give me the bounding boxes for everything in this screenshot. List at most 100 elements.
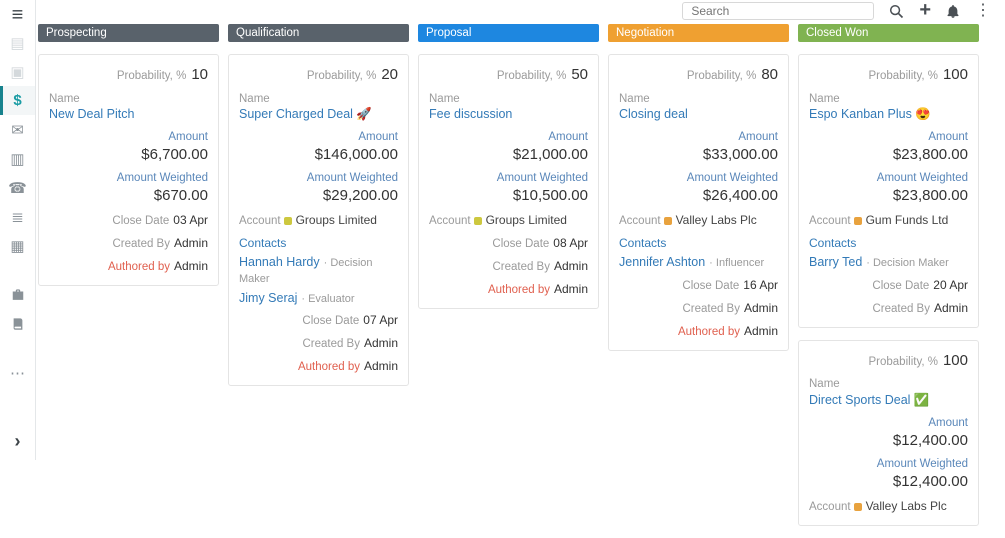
deal-name-link[interactable]: New Deal Pitch <box>49 107 135 122</box>
amount-weighted-label: Amount Weighted <box>686 172 778 185</box>
amount-label: Amount <box>928 416 968 429</box>
deal-card[interactable]: Probability, % 10 Name New Deal Pitch Amount… <box>38 54 219 286</box>
field-probability-value: Probability, % 80 <box>619 65 778 85</box>
sidebar-item-id-card[interactable]: ▣ <box>0 57 35 86</box>
probability-label: Probability, % <box>686 70 757 82</box>
sidebar: ≡ ▤ ▣ $ ✉ ▥ ☎ ≣ ▦ ⋯ › <box>0 0 36 460</box>
account-name: Groups Limited <box>295 212 377 227</box>
amount-weighted-value: $23,800.00 <box>892 187 968 205</box>
account-color-dot <box>663 216 672 225</box>
sidebar-item-opportunities[interactable]: $ <box>0 86 35 115</box>
tasks-icon: ▥ <box>10 150 25 168</box>
sidebar-item-chevron-right[interactable]: › <box>0 427 35 456</box>
checklist-icon: ≣ <box>11 208 24 226</box>
field-amount: Amount $21,000.00 <box>429 130 588 164</box>
calls-icon: ☎ <box>8 179 27 197</box>
sidebar-item-email[interactable]: ✉ <box>0 115 35 144</box>
plus-icon[interactable]: + <box>919 0 931 21</box>
field-amount-weighted: Amount Weighted $10,500.00 <box>429 171 588 205</box>
probability-label: Probability, % <box>868 355 938 368</box>
probability-value: 100 <box>942 351 968 369</box>
probability-value: 20 <box>381 66 398 83</box>
field-close-date-value: Close Date 20 Apr <box>809 278 968 294</box>
kanban-column: Negotiation Probability, % 80 Name Closing d… <box>608 24 789 363</box>
amount-value: $21,000.00 <box>512 145 588 163</box>
contact-item: Jennifer Ashton · Influencer <box>619 254 778 271</box>
kebab-icon[interactable]: ⋮ <box>975 2 991 19</box>
deal-name-link[interactable]: Super Charged Deal 🚀 <box>239 107 372 122</box>
field-amount-weighted: Amount Weighted $670.00 <box>49 171 208 205</box>
account-name: Gum Funds Ltd <box>865 212 949 227</box>
deal-name-link[interactable]: Espo Kanban Plus 😍 <box>809 107 931 122</box>
field-name: Name Super Charged Deal 🚀 <box>239 92 398 124</box>
deal-name-link[interactable]: Direct Sports Deal ✅ <box>809 393 930 408</box>
sidebar-item-book[interactable] <box>0 309 35 338</box>
account-label: Account <box>619 214 661 227</box>
field-probability-value: Probability, % 100 <box>809 351 969 371</box>
sidebar-item-image[interactable]: ▤ <box>0 28 35 57</box>
sidebar-item-tasks[interactable]: ▥ <box>0 144 35 173</box>
field-authored-by-value: Authored by Admin <box>49 259 208 275</box>
deal-name-link[interactable]: Closing deal <box>619 107 688 122</box>
probability-label: Probability, % <box>496 70 567 82</box>
contact-name-link[interactable]: Jimy Seraj <box>239 290 298 305</box>
deal-card[interactable]: Probability, % 100 Name Espo Kanban Plus 😍 A… <box>798 54 979 328</box>
field-close-date-value: Close Date 16 Apr <box>619 278 778 294</box>
search-icon[interactable] <box>889 4 904 19</box>
authored-by-label: Authored by <box>297 361 360 374</box>
email-icon: ✉ <box>11 121 24 139</box>
contact-name-link[interactable]: Barry Ted <box>809 255 863 270</box>
field-contacts: Contacts Barry Ted · Decision Maker <box>809 236 968 271</box>
authored-by-value: Admin <box>363 359 398 374</box>
sidebar-item-briefcase[interactable] <box>0 280 35 309</box>
contact-name-link[interactable]: Hannah Hardy <box>239 255 320 270</box>
field-amount-weighted: Amount Weighted $23,800.00 <box>809 171 968 205</box>
deal-name-link[interactable]: Fee discussion <box>429 107 513 122</box>
account-name: Groups Limited <box>485 212 567 227</box>
contact-name-link[interactable]: Jennifer Ashton <box>619 255 706 270</box>
field-account: Account Groups Limited <box>429 213 588 229</box>
search-input[interactable] <box>682 2 875 20</box>
amount-value: $12,400.00 <box>892 431 968 449</box>
field-authored-by-value: Authored by Admin <box>619 324 778 340</box>
deal-card[interactable]: Probability, % 20 Name Super Charged Deal 🚀… <box>228 54 409 387</box>
sidebar-item-calendar[interactable]: ▦ <box>0 231 35 260</box>
authored-by-value: Admin <box>173 258 208 273</box>
account-color-dot <box>283 216 292 225</box>
field-created-by-value: Created By Admin <box>239 336 398 352</box>
authored-by-label: Authored by <box>677 325 740 338</box>
amount-value: $6,700.00 <box>141 145 208 163</box>
field-close-date-value: Close Date 03 Apr <box>49 213 208 229</box>
name-label: Name <box>809 92 840 105</box>
main-area: + ⋮ Prospecting Probability, % 10 Name New D… <box>36 0 1005 538</box>
deal-card[interactable]: Probability, % 80 Name Closing deal Amount $3… <box>608 54 789 351</box>
field-amount: Amount $146,000.00 <box>239 130 398 164</box>
amount-label: Amount <box>738 131 778 144</box>
field-created-by-value: Created By Admin <box>809 301 968 317</box>
briefcase-icon <box>11 288 25 302</box>
field-name: Name Direct Sports Deal ✅ <box>809 377 968 409</box>
amount-weighted-value: $670.00 <box>153 187 208 205</box>
sidebar-item-checklist[interactable]: ≣ <box>0 202 35 231</box>
account-name: Valley Labs Plc <box>865 498 947 513</box>
contacts-label: Contacts <box>619 235 667 250</box>
close-date-label: Close Date <box>872 280 930 293</box>
bell-icon[interactable] <box>946 4 960 19</box>
amount-weighted-value: $29,200.00 <box>322 187 398 205</box>
amount-weighted-value: $26,400.00 <box>702 187 778 205</box>
contact-item: Hannah Hardy · Decision Maker <box>239 254 398 286</box>
deal-card[interactable]: Probability, % 50 Name Fee discussion Amount… <box>418 54 599 309</box>
field-name: Name Espo Kanban Plus 😍 <box>809 92 968 124</box>
column-header: Qualification <box>228 24 409 42</box>
probability-value: 100 <box>942 66 968 83</box>
sidebar-item-more[interactable]: ⋯ <box>0 358 35 387</box>
topbar: + ⋮ <box>36 0 1005 22</box>
account-label: Account <box>809 500 851 513</box>
sidebar-item-menu[interactable]: ≡ <box>0 2 35 28</box>
created-by-label: Created By <box>112 237 170 250</box>
amount-weighted-label: Amount Weighted <box>876 172 968 185</box>
close-date-value: 03 Apr <box>173 212 208 227</box>
deal-card[interactable]: Probability, % 100 Name Direct Sports Deal … <box>798 339 979 526</box>
close-date-label: Close Date <box>112 214 170 227</box>
sidebar-item-calls[interactable]: ☎ <box>0 173 35 202</box>
